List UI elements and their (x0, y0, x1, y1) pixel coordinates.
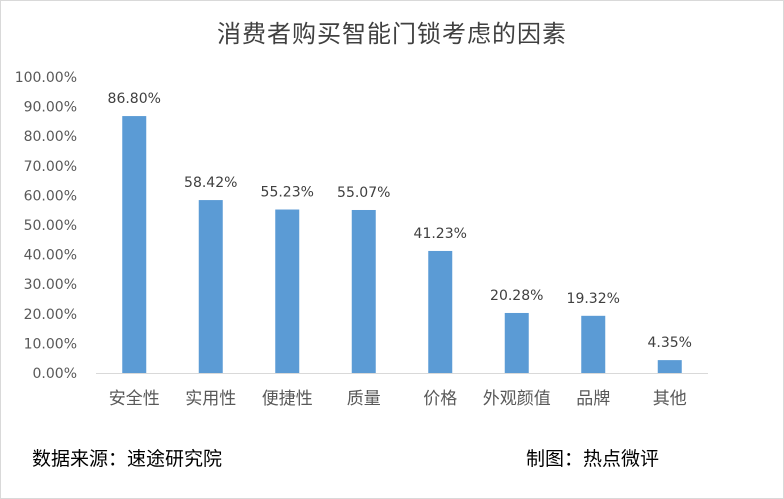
y-tick-label: 50.00% (24, 218, 77, 234)
bar (581, 315, 606, 373)
x-tick-label: 外观颜值 (483, 389, 551, 409)
x-tick-label: 便捷性 (262, 389, 313, 409)
x-tick-label: 安全性 (109, 389, 160, 409)
bar (428, 250, 453, 373)
data-label: 55.07% (337, 185, 390, 201)
data-label: 58.42% (184, 175, 237, 191)
bar (198, 200, 223, 373)
y-tick-label: 0.00% (33, 366, 77, 382)
x-tick-label: 质量 (347, 389, 381, 409)
y-tick-label: 40.00% (24, 248, 77, 264)
y-tick-label: 90.00% (24, 100, 77, 116)
data-label: 20.28% (490, 288, 543, 304)
bar (122, 116, 147, 374)
data-label: 86.80% (108, 91, 161, 107)
x-tick-label: 其他 (653, 389, 687, 409)
x-tick-label: 价格 (423, 389, 457, 409)
bar (351, 209, 376, 373)
data-label: 55.23% (261, 185, 314, 201)
x-tick-label: 实用性 (185, 389, 236, 409)
chart-title: 消费者购买智能门锁考虑的因素 (217, 20, 567, 48)
bar (275, 209, 300, 373)
data-label: 19.32% (567, 291, 620, 307)
data-label: 4.35% (648, 335, 692, 351)
y-tick-label: 100.00% (15, 70, 77, 86)
y-tick-label: 80.00% (24, 129, 77, 145)
chart-credit-note: 制图：热点微评 (526, 448, 660, 470)
data-source-note: 数据来源：速途研究院 (32, 448, 223, 470)
data-label: 41.23% (414, 226, 467, 242)
bar (504, 312, 529, 373)
bar (657, 360, 682, 373)
y-tick-label: 70.00% (24, 159, 77, 175)
y-tick-label: 30.00% (24, 277, 77, 293)
y-tick-label: 10.00% (24, 336, 77, 352)
y-tick-label: 20.00% (24, 307, 77, 323)
x-tick-label: 品牌 (576, 389, 610, 409)
y-tick-label: 60.00% (24, 188, 77, 204)
